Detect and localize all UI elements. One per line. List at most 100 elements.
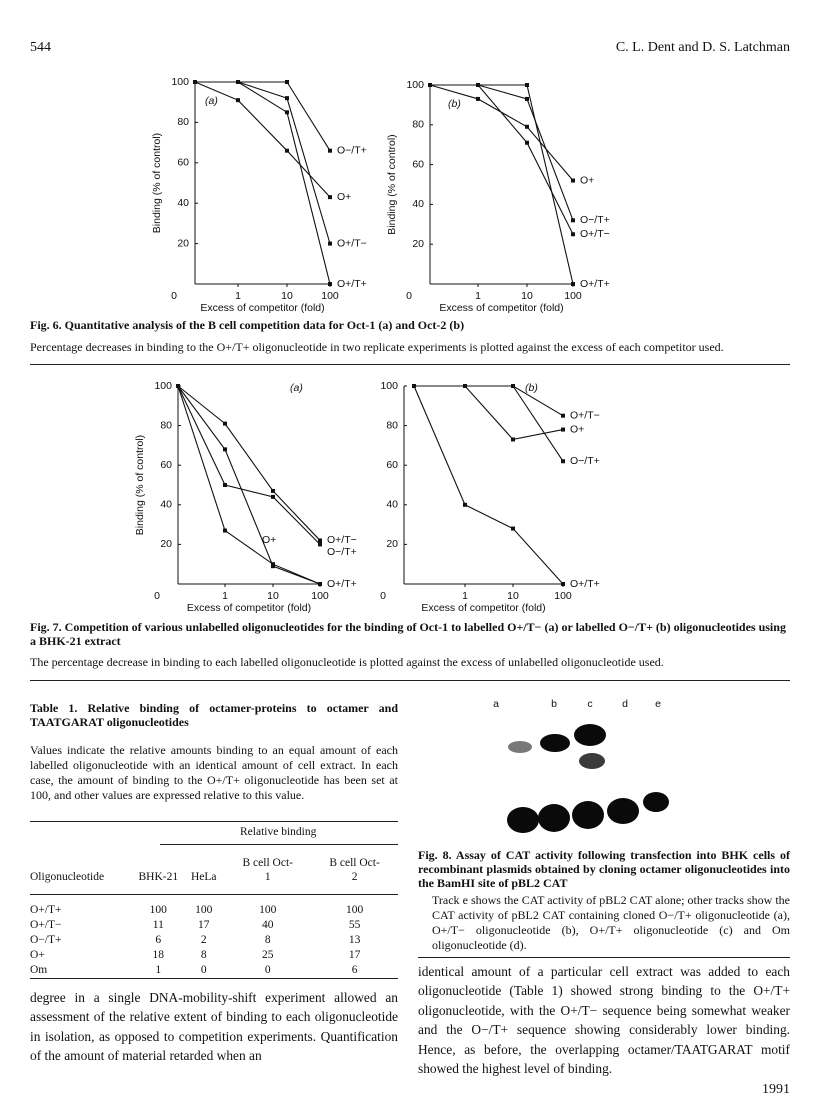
table-cell: O+/T+	[30, 904, 62, 916]
series-label: O+/T−	[337, 237, 367, 249]
y-tick-label: 60	[386, 459, 398, 471]
table-cell: 40	[262, 919, 274, 931]
rule	[30, 821, 398, 822]
data-point	[571, 282, 575, 286]
page-number: 544	[30, 40, 51, 55]
table-cell: 13	[348, 934, 361, 946]
series-label: O+	[262, 534, 276, 546]
y-tick-label: 60	[412, 158, 424, 170]
x-tick-label: 100	[311, 590, 329, 602]
data-point	[571, 178, 575, 183]
y-tick-label: 60	[177, 157, 189, 169]
x-tick-label: 100	[554, 590, 572, 602]
data-point	[223, 447, 227, 452]
data-point	[511, 384, 515, 388]
data-point	[236, 80, 240, 84]
series-label: O+	[570, 423, 584, 435]
gel-band	[643, 792, 669, 812]
series-label: O−/T+	[570, 455, 600, 467]
table-cell: 0	[200, 964, 207, 976]
x-tick-label: 1	[235, 290, 241, 302]
table-cell: 8	[200, 949, 207, 961]
data-point	[561, 413, 565, 418]
y-tick-label: 20	[177, 237, 189, 249]
table-note: Values indicate the relative amounts bin…	[30, 743, 398, 802]
y-axis-label: Binding (% of control)	[151, 133, 163, 233]
data-point	[463, 502, 467, 507]
series-line	[177, 385, 321, 545]
lane-label: d	[622, 698, 628, 710]
data-point	[285, 96, 289, 101]
page-number: 1991	[762, 1082, 790, 1097]
y-tick-label: 100	[171, 76, 189, 88]
table-cell: 0	[264, 964, 271, 976]
table-row: O+/T+ 100 100 100 100	[30, 890, 398, 916]
table-cell: 55	[348, 919, 361, 931]
data-point	[561, 459, 565, 464]
table-row: O+ 18 8 25 17	[30, 946, 398, 961]
data-point	[476, 96, 480, 101]
data-point	[285, 80, 289, 84]
table-cell: 100	[195, 904, 213, 916]
series-label: O+/T+	[327, 578, 357, 590]
data-point	[328, 241, 332, 246]
y-tick-label: 100	[380, 380, 398, 392]
data-point	[318, 538, 322, 543]
rule	[30, 680, 790, 681]
data-point	[223, 528, 227, 533]
series-label: O+/T−	[580, 228, 610, 240]
x-tick-label: 1	[475, 290, 481, 302]
data-point	[328, 195, 332, 200]
table-cell: 100	[345, 904, 364, 916]
rule	[160, 844, 398, 845]
table-row: Om 1 0 0 6	[30, 961, 398, 976]
data-point	[223, 421, 227, 426]
rule	[418, 957, 790, 958]
table-cell: 100	[259, 904, 277, 916]
table-cell: 8	[264, 934, 271, 946]
x-axis-label: Excess of competitor (fold)	[187, 602, 311, 614]
lane-label: a	[493, 698, 499, 710]
series-label: O+/T+	[337, 278, 367, 290]
authors: C. L. Dent and D. S. Latchman	[615, 40, 790, 55]
table-cell: 100	[149, 904, 167, 916]
series-line	[194, 81, 331, 198]
x-axis-label: Excess of competitor (fold)	[421, 602, 545, 614]
series-line	[177, 385, 321, 585]
series-line	[429, 84, 574, 181]
y-tick-label: 80	[386, 419, 398, 431]
y-tick-label: 60	[160, 459, 172, 471]
table-cell: O+/T−	[30, 919, 62, 931]
data-point	[525, 83, 529, 87]
series-label: O+	[337, 191, 351, 203]
data-point	[271, 562, 275, 567]
y-tick-label: 80	[160, 419, 172, 431]
table-cell: 17	[198, 919, 210, 931]
x-tick-label: 1	[222, 590, 228, 602]
data-point	[561, 427, 565, 432]
table-cell: 18	[152, 949, 165, 961]
y-tick-label: 20	[412, 238, 424, 250]
x-axis-label: Excess of competitor (fold)	[200, 302, 324, 314]
table-cell: 11	[152, 919, 164, 931]
data-point	[571, 232, 575, 237]
data-point	[463, 384, 467, 388]
series-line	[177, 385, 321, 541]
y-tick-label: 20	[386, 538, 398, 550]
table-group-header: Relative binding	[240, 826, 317, 838]
x-tick-label: 100	[564, 290, 582, 302]
table-cell: Om	[30, 964, 48, 976]
x-tick-label: 10	[281, 290, 293, 302]
figure-caption: Fig. 7. Competition of various unlabelle…	[30, 620, 786, 648]
lane-label: e	[655, 698, 661, 710]
gel-band	[507, 807, 539, 833]
series-label: O+	[580, 174, 594, 186]
x-axis-label: Excess of competitor (fold)	[439, 302, 563, 314]
y-tick-label: 100	[406, 79, 424, 91]
x-tick-label: 1	[462, 590, 468, 602]
panel-label: (b)	[525, 382, 538, 394]
panel-label: (a)	[205, 95, 218, 107]
rule	[30, 978, 398, 979]
rule	[30, 894, 398, 895]
